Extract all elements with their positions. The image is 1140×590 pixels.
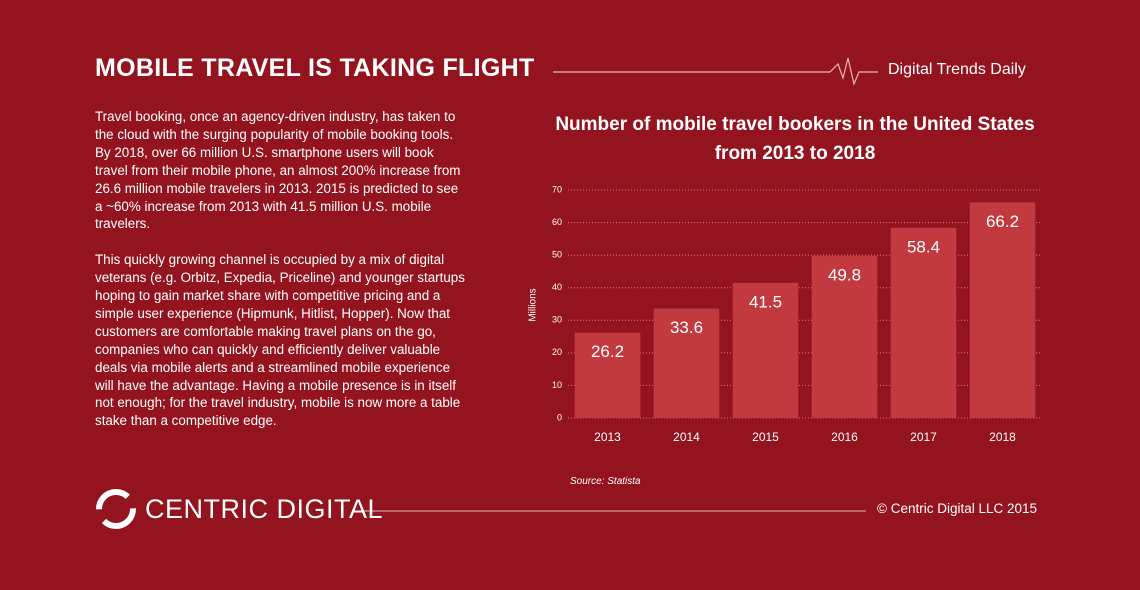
- y-tick-label: 40: [552, 282, 562, 292]
- y-tick-label: 10: [552, 380, 562, 390]
- x-tick-label: 2017: [910, 430, 937, 444]
- y-tick-label: 60: [552, 217, 562, 227]
- bar: [890, 227, 957, 418]
- brand: Digital Trends Daily: [888, 61, 1026, 78]
- bar: [969, 202, 1036, 418]
- body-text: Travel booking, once an agency-driven in…: [95, 108, 467, 448]
- bar: [574, 332, 641, 418]
- x-tick-label: 2016: [831, 430, 858, 444]
- paragraph: This quickly growing channel is occupied…: [95, 252, 465, 429]
- x-tick-label: 2013: [594, 430, 621, 444]
- bar: [653, 308, 720, 418]
- value-label: 66.2: [986, 212, 1019, 231]
- x-tick-label: 2018: [989, 430, 1016, 444]
- logo-text: CENTRIC DIGITAL: [145, 494, 384, 524]
- y-tick-label: 30: [552, 315, 562, 325]
- value-label: 41.5: [749, 292, 782, 311]
- y-tick-label: 70: [552, 184, 562, 194]
- value-label: 49.8: [828, 265, 861, 284]
- value-label: 33.6: [670, 318, 703, 337]
- y-tick-label: 0: [557, 412, 562, 422]
- heartbeat-line: [553, 57, 878, 86]
- x-tick-label: 2014: [673, 430, 700, 444]
- copyright: © Centric Digital LLC 2015: [877, 501, 1038, 516]
- bar: [811, 255, 878, 418]
- bar: [732, 282, 799, 418]
- chart-title: Number of mobile travel bookers in the U…: [555, 114, 1035, 164]
- logo-icon: [96, 489, 136, 529]
- x-tick-label: 2015: [752, 430, 779, 444]
- source: Source: Statista: [570, 476, 641, 487]
- value-label: 26.2: [591, 342, 624, 361]
- page-title: MOBILE TRAVEL IS TAKING FLIGHT: [95, 54, 535, 82]
- y-tick-label: 50: [552, 250, 562, 260]
- y-tick-label: 20: [552, 347, 562, 357]
- paragraph: Travel booking, once an agency-driven in…: [95, 109, 461, 232]
- value-label: 58.4: [907, 237, 940, 256]
- y-axis-label: Millions: [528, 288, 539, 321]
